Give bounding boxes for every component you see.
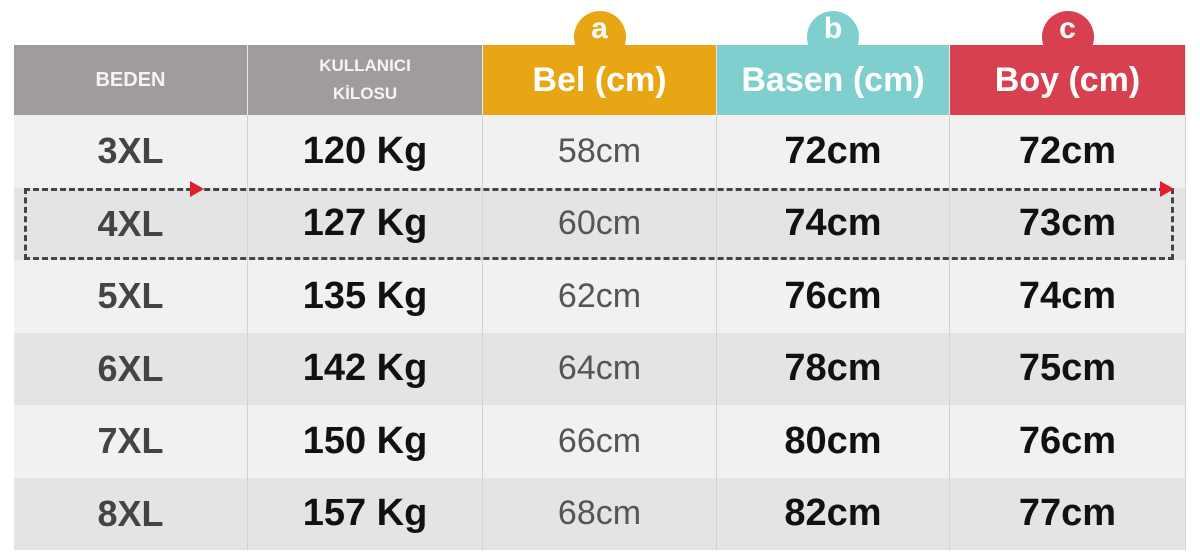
cell-size: 3XL: [14, 115, 248, 188]
cell-bel: 64cm: [483, 332, 717, 405]
cell-bel: 58cm: [483, 115, 717, 188]
header-bel: a Bel (cm): [483, 11, 717, 115]
badge-a: a: [573, 11, 626, 63]
header-kilo-line2: KİLOSU: [332, 84, 398, 103]
cell-weight: 150 Kg: [248, 405, 483, 478]
header-beden: BEDEN: [14, 45, 248, 115]
badge-b: b: [807, 11, 859, 63]
table-row: 5XL 135 Kg 62cm 76cm 74cm: [14, 260, 1186, 333]
cell-boy: 75cm: [950, 332, 1186, 405]
cell-basen: 78cm: [717, 332, 950, 405]
cell-boy: 72cm: [950, 115, 1186, 188]
arrow-right-icon: [190, 181, 204, 197]
header-kilo-line1: KULLANICI: [319, 56, 411, 75]
cell-weight: 120 Kg: [248, 115, 483, 188]
cell-bel: 68cm: [483, 477, 717, 550]
cell-weight: 142 Kg: [248, 332, 483, 405]
cell-size: 8XL: [14, 477, 248, 550]
cell-basen: 76cm: [717, 260, 950, 333]
header-boy: c Boy (cm): [950, 11, 1186, 115]
arrow-right-icon: [1160, 181, 1174, 197]
header-basen-label: Basen (cm): [741, 60, 925, 99]
table-row: 6XL 142 Kg 64cm 78cm 75cm: [14, 332, 1186, 405]
cell-basen: 82cm: [717, 477, 950, 550]
cell-weight: 157 Kg: [248, 477, 483, 550]
header-basen: b Basen (cm): [717, 11, 950, 115]
cell-weight: 127 Kg: [248, 187, 483, 260]
table-row: 8XL 157 Kg 68cm 82cm 77cm: [14, 477, 1186, 550]
badge-c: c: [1041, 11, 1094, 63]
size-chart-table: BEDEN KULLANICI KİLOSU a Bel (cm) b Base…: [14, 11, 1186, 550]
cell-basen: 72cm: [717, 115, 950, 188]
header-bel-label: Bel (cm): [532, 60, 667, 99]
cell-weight: 135 Kg: [248, 260, 483, 333]
cell-size: 6XL: [14, 332, 248, 405]
cell-boy: 77cm: [950, 477, 1186, 550]
cell-size: 5XL: [14, 260, 248, 333]
table-row: 3XL 120 Kg 58cm 72cm 72cm: [14, 115, 1186, 188]
cell-boy: 76cm: [950, 405, 1186, 478]
table-body: 3XL 120 Kg 58cm 72cm 72cm 4XL 127 Kg 60cm 74cm 73…: [14, 115, 1186, 550]
cell-size: 4XL: [14, 187, 248, 260]
table-row: 7XL 150 Kg 66cm 80cm 76cm: [14, 405, 1186, 478]
cell-bel: 60cm: [483, 187, 717, 260]
header-row: BEDEN KULLANICI KİLOSU a Bel (cm) b Base…: [14, 11, 1186, 115]
cell-boy: 74cm: [950, 260, 1186, 333]
cell-size: 7XL: [14, 405, 248, 478]
cell-bel: 62cm: [483, 260, 717, 333]
cell-basen: 80cm: [717, 405, 950, 478]
header-kilo: KULLANICI KİLOSU: [248, 45, 483, 115]
cell-boy: 73cm: [950, 187, 1186, 260]
cell-bel: 66cm: [483, 405, 717, 478]
header-boy-label: Boy (cm): [994, 60, 1141, 99]
cell-basen: 74cm: [717, 187, 950, 260]
table-row: 4XL 127 Kg 60cm 74cm 73cm: [14, 187, 1186, 260]
